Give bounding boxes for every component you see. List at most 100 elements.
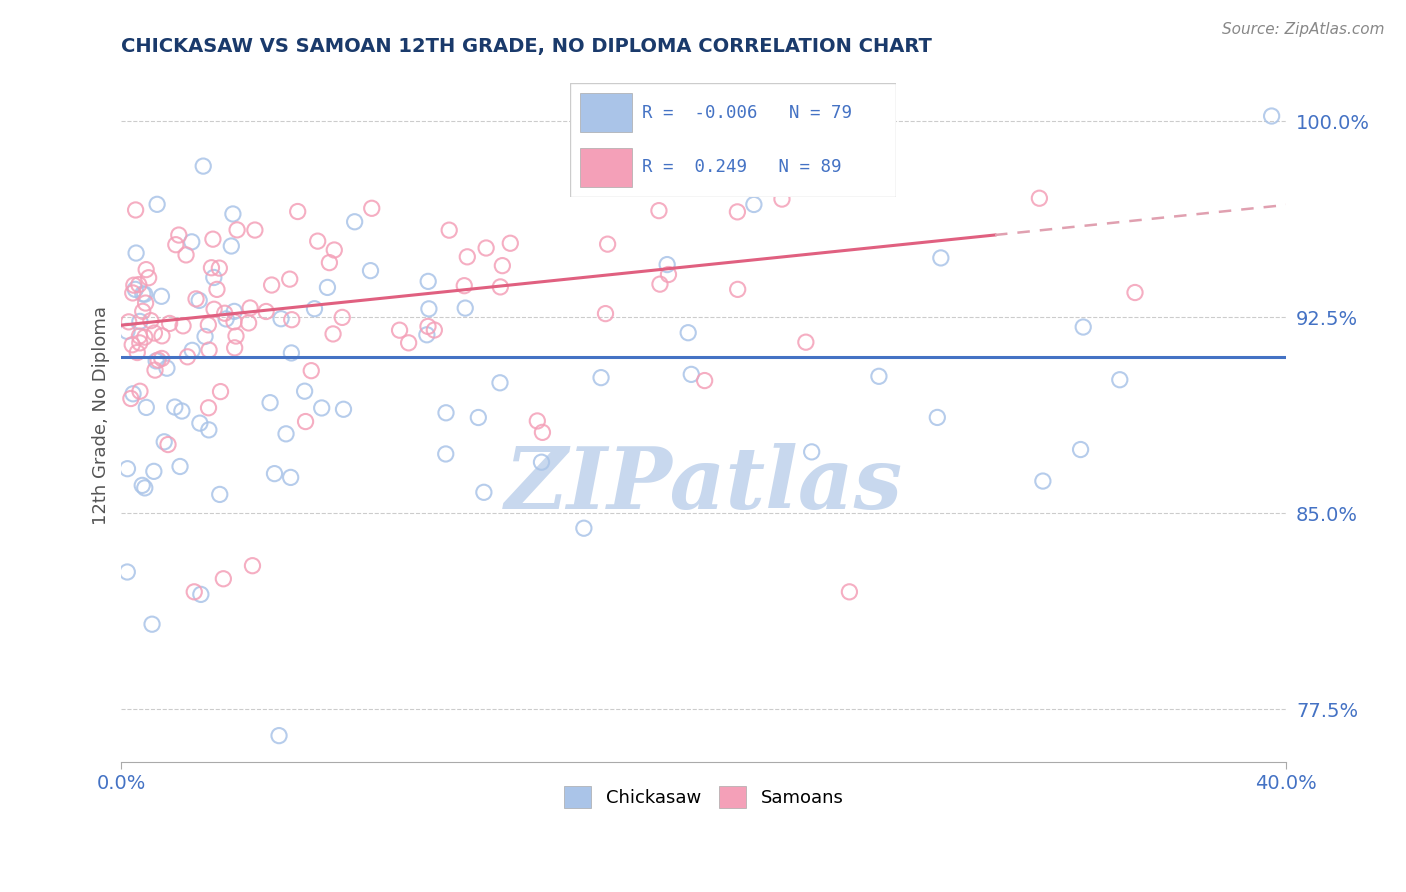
Point (596, 237, 619, 252)
Point (208, 261, 231, 276)
Point (188, 416, 211, 430)
Point (156, 361, 179, 376)
Point (134, 287, 156, 301)
Point (676, 326, 699, 340)
Point (1071, 320, 1094, 334)
Point (132, 304, 155, 318)
Point (467, 410, 489, 425)
Point (146, 353, 169, 368)
Point (388, 323, 411, 337)
Point (143, 363, 166, 377)
Point (318, 255, 340, 269)
Point (142, 464, 165, 478)
Point (150, 351, 173, 366)
Point (648, 277, 671, 292)
Point (1108, 373, 1130, 387)
Point (648, 203, 671, 218)
Point (475, 241, 498, 255)
Point (294, 415, 316, 429)
Point (725, 205, 748, 219)
Point (188, 293, 211, 308)
Point (224, 341, 246, 355)
Point (146, 197, 169, 211)
Point (530, 455, 553, 469)
Point (434, 406, 457, 420)
Point (360, 263, 382, 277)
Point (1028, 191, 1050, 205)
Point (135, 401, 157, 415)
Point (741, 160, 763, 174)
Point (434, 447, 457, 461)
Point (221, 239, 243, 253)
Point (239, 301, 262, 315)
Point (259, 395, 281, 409)
Point (260, 278, 283, 293)
Point (416, 319, 439, 334)
Point (197, 401, 219, 415)
Point (418, 274, 440, 288)
Point (343, 215, 366, 229)
Point (280, 470, 302, 484)
Point (153, 434, 176, 449)
Point (281, 312, 304, 326)
Point (118, 315, 141, 329)
Point (198, 423, 221, 437)
Point (287, 204, 309, 219)
Point (360, 202, 382, 216)
Point (225, 329, 247, 343)
Point (170, 404, 193, 418)
Point (145, 354, 167, 368)
Point (134, 481, 156, 495)
Point (139, 313, 162, 327)
Point (183, 584, 205, 599)
Point (117, 461, 139, 475)
Point (209, 384, 232, 399)
Point (794, 335, 817, 350)
Point (141, 617, 163, 632)
Point (226, 223, 249, 237)
Point (770, 192, 793, 206)
Point (124, 282, 146, 296)
Point (214, 306, 236, 320)
Point (121, 338, 143, 352)
Point (129, 384, 152, 399)
Point (131, 478, 153, 492)
Point (156, 437, 179, 451)
Point (194, 329, 217, 343)
Point (184, 292, 207, 306)
Point (128, 329, 150, 343)
Point (224, 304, 246, 318)
Point (1123, 285, 1146, 300)
Text: Source: ZipAtlas.com: Source: ZipAtlas.com (1222, 22, 1385, 37)
Point (238, 316, 260, 330)
Point (222, 315, 245, 329)
Point (128, 335, 150, 350)
Point (472, 485, 495, 500)
Point (595, 307, 617, 321)
Point (416, 327, 439, 342)
Point (243, 223, 266, 237)
Point (437, 223, 460, 237)
Point (274, 426, 297, 441)
Point (398, 335, 420, 350)
Point (202, 270, 225, 285)
Point (423, 323, 446, 337)
Point (655, 258, 678, 272)
Point (222, 207, 245, 221)
Point (929, 251, 952, 265)
Point (122, 386, 145, 401)
Point (120, 392, 142, 406)
Point (128, 314, 150, 328)
Point (491, 259, 513, 273)
Point (531, 425, 554, 440)
Point (135, 296, 157, 310)
Point (263, 467, 285, 481)
Point (526, 414, 548, 428)
Point (181, 343, 204, 358)
Point (453, 278, 475, 293)
Point (174, 248, 197, 262)
Point (270, 311, 292, 326)
Point (212, 572, 235, 586)
Point (727, 282, 749, 296)
Point (254, 304, 277, 318)
